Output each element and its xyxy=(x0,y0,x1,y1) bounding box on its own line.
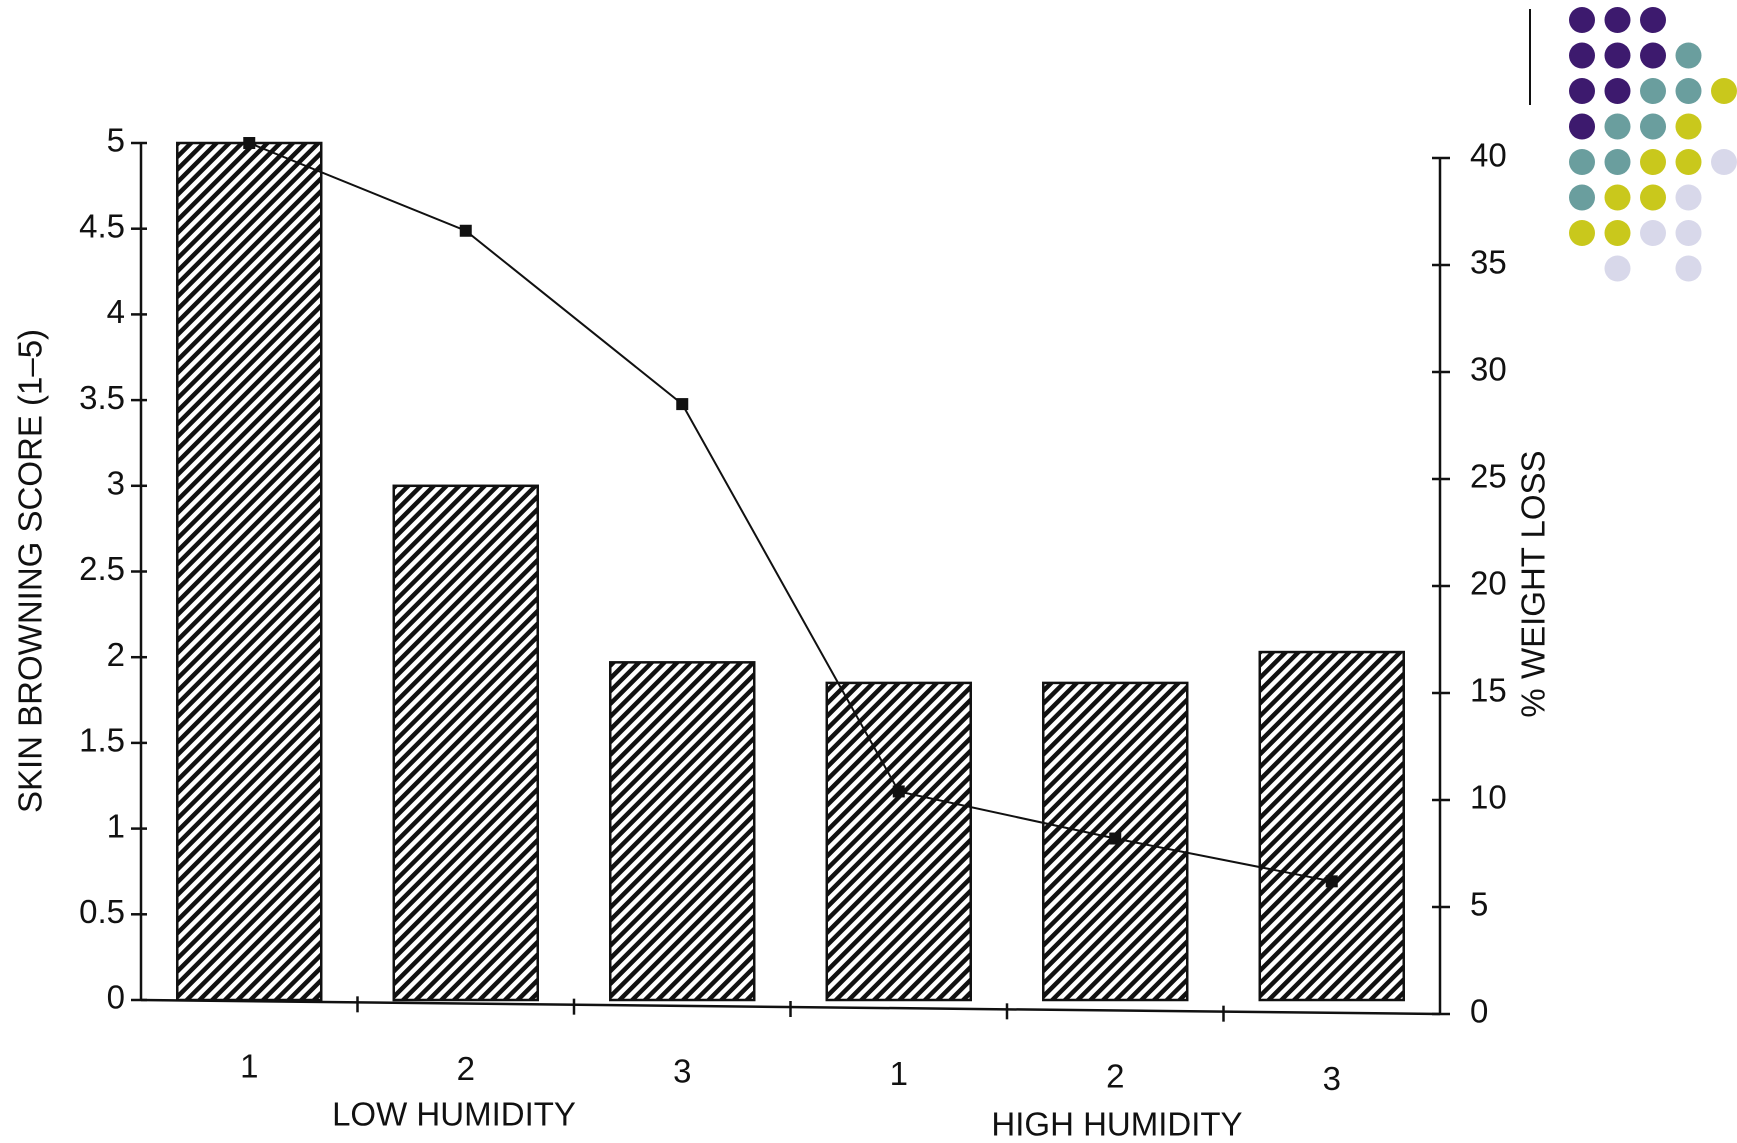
y2-axis-label: % WEIGHT LOSS xyxy=(1515,450,1552,717)
line-marker xyxy=(676,398,688,410)
y-tick-label: 0.5 xyxy=(79,893,125,930)
decor-dot xyxy=(1711,149,1737,175)
bar xyxy=(394,486,538,1000)
y-tick-label: 3 xyxy=(107,465,125,502)
decor-dot xyxy=(1676,43,1702,69)
decor-dot xyxy=(1676,149,1702,175)
decor-dot xyxy=(1640,43,1666,69)
y2-tick-label: 25 xyxy=(1470,458,1507,495)
bar xyxy=(827,683,971,1000)
decor-dot xyxy=(1569,114,1595,140)
y2-tick-label: 10 xyxy=(1470,779,1507,816)
bar xyxy=(610,662,754,1000)
line-marker xyxy=(1109,833,1121,845)
y-tick-label: 2 xyxy=(107,636,125,673)
y2-tick-label: 15 xyxy=(1470,672,1507,709)
decor-dot xyxy=(1569,185,1595,211)
decor-dot xyxy=(1676,185,1702,211)
decor-dot xyxy=(1605,256,1631,282)
decor-dot xyxy=(1605,149,1631,175)
decor-dot xyxy=(1676,78,1702,104)
y-tick-label: 1.5 xyxy=(79,722,125,759)
group-label: HIGH HUMIDITY xyxy=(991,1106,1242,1143)
y2-tick-label: 5 xyxy=(1470,886,1488,923)
decor-dot xyxy=(1605,7,1631,33)
y2-tick-label: 30 xyxy=(1470,351,1507,388)
decor-dot xyxy=(1676,256,1702,282)
y2-tick-label: 20 xyxy=(1470,565,1507,602)
line-marker xyxy=(243,137,255,149)
y-tick-label: 4.5 xyxy=(79,207,125,244)
decor-dot xyxy=(1640,114,1666,140)
decor-dot xyxy=(1640,149,1666,175)
bar xyxy=(1260,652,1404,1000)
decor-dot xyxy=(1640,220,1666,246)
decor-dots xyxy=(1569,7,1737,282)
decor-dot xyxy=(1640,185,1666,211)
decor-dot xyxy=(1676,220,1702,246)
y2-tick-label: 35 xyxy=(1470,244,1507,281)
line-marker xyxy=(893,785,905,797)
decor-dot xyxy=(1569,220,1595,246)
decor-dot xyxy=(1640,7,1666,33)
decor-dot xyxy=(1605,114,1631,140)
y-axis-label: SKIN BROWNING SCORE (1–5) xyxy=(12,329,49,813)
y-tick-label: 5 xyxy=(107,122,125,159)
y-tick-label: 2.5 xyxy=(79,550,125,587)
line-marker xyxy=(460,225,472,237)
decor-dot xyxy=(1605,185,1631,211)
y-tick-label: 3.5 xyxy=(79,379,125,416)
x-tick-label: 3 xyxy=(1323,1060,1341,1097)
decor-dot xyxy=(1569,78,1595,104)
y-tick-label: 0 xyxy=(107,979,125,1016)
y2-tick-label: 0 xyxy=(1470,993,1488,1030)
decor-dot xyxy=(1569,149,1595,175)
y-tick-label: 4 xyxy=(107,293,125,330)
x-tick-label: 1 xyxy=(240,1048,258,1085)
decor-dot xyxy=(1605,78,1631,104)
decor-dot xyxy=(1676,114,1702,140)
chart: SKIN BROWNING SCORE (1–5) % WEIGHT LOSS … xyxy=(0,0,1737,1143)
line-marker xyxy=(1326,875,1338,887)
decor-dot xyxy=(1605,43,1631,69)
decor-dot xyxy=(1640,78,1666,104)
decor-dot xyxy=(1605,220,1631,246)
x-tick-label: 3 xyxy=(673,1053,691,1090)
decor-dot xyxy=(1569,43,1595,69)
x-tick-label: 2 xyxy=(1106,1058,1124,1095)
y2-tick-label: 40 xyxy=(1470,137,1507,174)
y-tick-label: 1 xyxy=(107,807,125,844)
x-tick-label: 2 xyxy=(457,1050,475,1087)
x-tick-label: 1 xyxy=(890,1055,908,1092)
decor-dot xyxy=(1569,7,1595,33)
bar xyxy=(177,143,321,1000)
group-label: LOW HUMIDITY xyxy=(332,1096,576,1133)
decor-dot xyxy=(1711,78,1737,104)
